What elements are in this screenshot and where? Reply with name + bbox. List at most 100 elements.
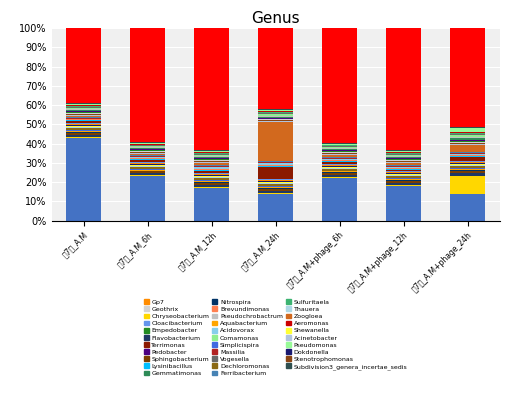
Bar [322,150,357,151]
Bar [130,156,165,157]
Bar [258,120,293,122]
Bar [386,153,421,154]
Bar [322,158,357,159]
Bar [130,151,165,152]
Bar [194,163,229,165]
Bar [66,120,101,122]
Bar [194,185,229,187]
Bar [130,148,165,149]
Bar [66,119,101,120]
Bar [386,156,421,157]
Bar [194,165,229,166]
Bar [66,104,101,105]
Bar [66,130,101,131]
Bar [66,106,101,107]
Bar [386,155,421,156]
Bar [450,127,485,128]
Bar [450,135,485,137]
Bar [66,126,101,127]
Bar [322,12,357,143]
Bar [258,111,293,112]
Bar [450,138,485,140]
Bar [386,186,421,221]
Bar [258,182,293,183]
Bar [130,142,165,143]
Bar [450,132,485,133]
Bar [66,137,101,138]
Bar [194,155,229,156]
Bar [450,163,485,164]
Bar [322,159,357,160]
Bar [130,157,165,158]
Bar [66,124,101,125]
Bar [322,144,357,146]
Bar [450,21,485,127]
Bar [194,161,229,162]
Bar [130,149,165,150]
Bar [386,18,421,150]
Bar [66,133,101,135]
Bar [258,119,293,120]
Bar [258,161,293,162]
Bar [130,175,165,176]
Bar [450,128,485,132]
Bar [258,181,293,182]
Bar [450,155,485,156]
Bar [66,125,101,126]
Bar [450,173,485,176]
Bar [386,176,421,178]
Bar [66,103,101,104]
Bar [450,153,485,154]
Bar [322,161,357,162]
Bar [194,158,229,159]
Bar [258,189,293,191]
Bar [322,146,357,148]
Bar [194,180,229,181]
Bar [386,178,421,179]
Bar [450,134,485,135]
Bar [194,166,229,167]
Bar [130,154,165,155]
Bar [386,181,421,183]
Legend: Gp7, Geothrix, Chryseobacterium, Cloacibacterium, Empedobacter, Flavobacterium, : Gp7, Geothrix, Chryseobacterium, Cloacib… [141,297,410,379]
Bar [66,112,101,113]
Bar [258,16,293,109]
Bar [258,115,293,117]
Bar [66,114,101,115]
Bar [450,144,485,152]
Bar [450,137,485,138]
Bar [322,153,357,154]
Bar [130,176,165,221]
Bar [258,192,293,194]
Bar [130,150,165,151]
Bar [322,177,357,178]
Bar [66,111,101,112]
Bar [322,164,357,165]
Bar [450,166,485,168]
Bar [450,156,485,157]
Bar [66,127,101,128]
Bar [194,152,229,153]
Bar [194,162,229,163]
Bar [386,172,421,173]
Bar [450,142,485,143]
Title: Genus: Genus [251,10,300,26]
Bar [450,176,485,194]
Bar [322,168,357,170]
Bar [194,175,229,176]
Bar [258,162,293,163]
Bar [322,157,357,158]
Bar [386,154,421,155]
Bar [386,179,421,180]
Bar [194,157,229,158]
Bar [194,151,229,152]
Bar [450,162,485,163]
Bar [194,183,229,185]
Bar [258,165,293,166]
Bar [66,109,101,110]
Bar [322,162,357,164]
Bar [322,173,357,175]
Bar [386,159,421,160]
Bar [386,174,421,175]
Bar [130,155,165,156]
